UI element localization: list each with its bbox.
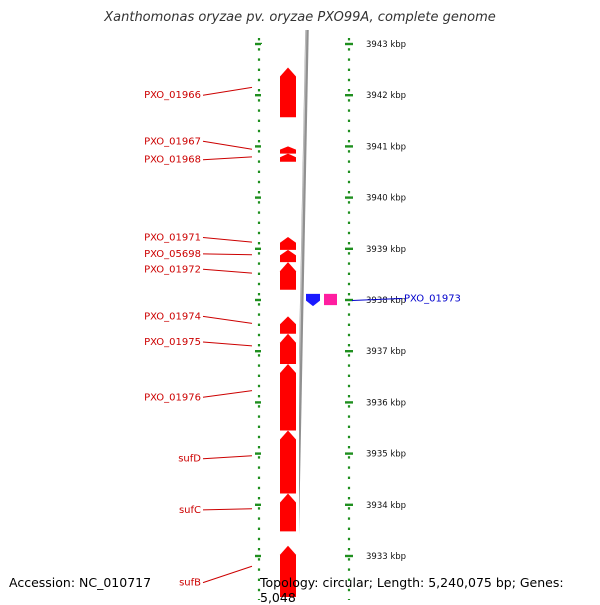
- leader-line: [351, 297, 403, 301]
- tick-label: 3934 kbp: [366, 501, 406, 511]
- gene-arrow-pxo_05698[interactable]: [280, 249, 296, 263]
- leader-line: [202, 455, 253, 460]
- tick-label: 3938 kbp: [366, 296, 406, 306]
- leader-line: [202, 341, 253, 347]
- leader-line: [202, 86, 253, 96]
- leader-line: [202, 140, 253, 150]
- gene-label: PXO_01976: [144, 392, 201, 403]
- gene-arrow-sufb[interactable]: [280, 545, 296, 597]
- gene-label: PXO_01973: [404, 293, 461, 304]
- tick-label: 3943 kbp: [366, 40, 406, 50]
- tick-label: 3939 kbp: [366, 245, 406, 255]
- gene-arrow-sufd[interactable]: [280, 430, 296, 494]
- tick-label: 3935 kbp: [366, 450, 406, 460]
- gene-arrow-pxo_01975[interactable]: [280, 333, 296, 364]
- gene-arrow-pxo_01968[interactable]: [280, 153, 296, 162]
- tick-label: 3937 kbp: [366, 347, 406, 357]
- cog-block: [324, 293, 337, 306]
- tick-label: 3936 kbp: [366, 398, 406, 408]
- tick-label: 3942 kbp: [366, 91, 406, 101]
- tick-label: 3941 kbp: [366, 142, 406, 152]
- gene-arrow-pxo_01966[interactable]: [280, 67, 296, 118]
- leader-line: [202, 390, 253, 398]
- gene-label: PXO_01972: [144, 264, 201, 275]
- genome-summary-text: Topology: circular; Length: 5,240,075 bp…: [260, 575, 564, 605]
- leader-line: [202, 508, 253, 511]
- gene-arrow-pxo_01976[interactable]: [280, 364, 296, 431]
- gene-label: sufB: [179, 578, 201, 589]
- gene-arrow-pxo_01974[interactable]: [280, 316, 296, 334]
- gene-features[interactable]: [261, 44, 320, 600]
- gene-labels: PXO_01966 PXO_01967 PXO_01968 PXO_01971 PXO_…: [144, 86, 461, 589]
- gene-label: PXO_01975: [144, 337, 201, 348]
- accession-text: Accession: NC_010717: [9, 575, 152, 590]
- tick-label: 3933 kbp: [366, 552, 406, 562]
- gene-label: PXO_01966: [144, 90, 201, 101]
- gene-arrow-pxo_01971[interactable]: [280, 237, 296, 250]
- gene-label: PXO_01971: [144, 233, 201, 244]
- kbp-ruler: 3943 kbp 3942 kbp 3941 kbp 3940 kbp 3939 kbp…: [255, 38, 406, 600]
- leader-line: [202, 253, 253, 256]
- leader-line: [202, 268, 253, 274]
- gene-label: PXO_01968: [144, 155, 201, 166]
- gene-label: PXO_05698: [144, 249, 201, 260]
- gene-arrow-pxo_01972[interactable]: [280, 262, 296, 290]
- leader-line: [202, 237, 253, 243]
- gene-label: sufC: [179, 505, 201, 516]
- gene-label: sufD: [178, 454, 201, 465]
- leader-line: [202, 156, 253, 161]
- leader-line: [202, 565, 253, 584]
- gene-label: PXO_01974: [144, 311, 201, 322]
- gene-label: PXO_01967: [144, 136, 201, 147]
- gene-arrow-pxo_01967[interactable]: [280, 146, 296, 154]
- gene-arrow-sufc[interactable]: [280, 493, 296, 532]
- leader-line: [202, 315, 253, 324]
- gene-arrow-pxo_01973[interactable]: [306, 293, 320, 307]
- tick-label: 3940 kbp: [366, 194, 406, 204]
- map-title: Xanthomonas oryzae pv. oryzae PXO99A, co…: [104, 10, 496, 25]
